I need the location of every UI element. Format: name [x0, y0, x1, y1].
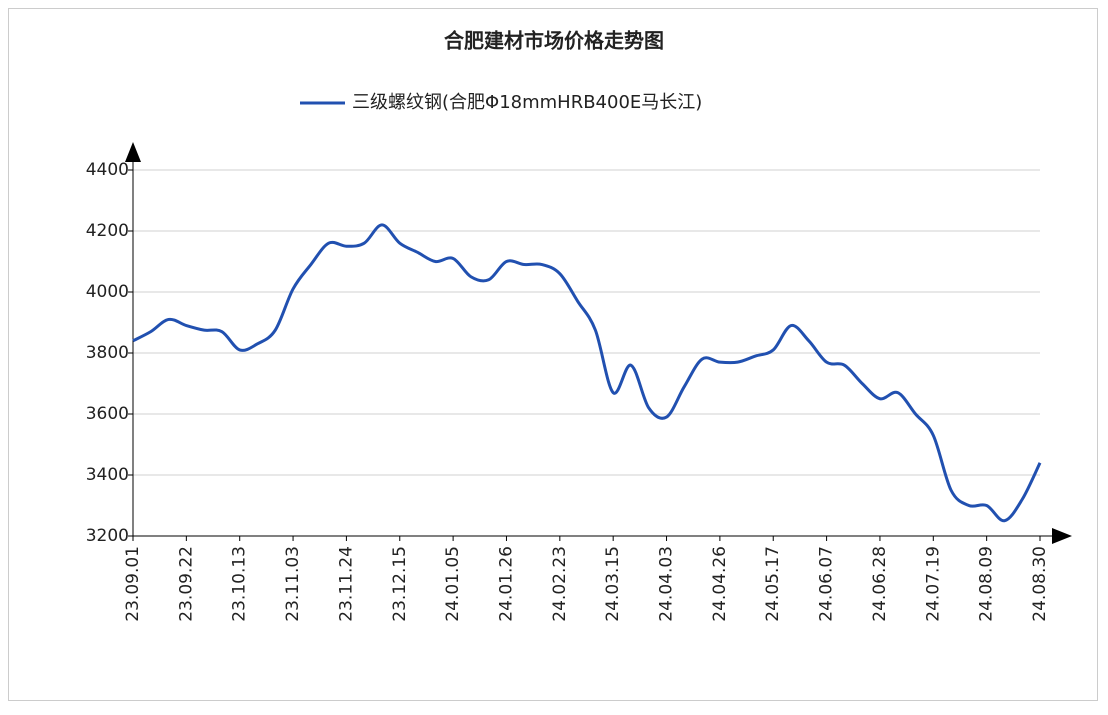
- y-tick-label: 3200: [86, 526, 129, 546]
- x-tick-label: 23.10.13: [230, 546, 250, 622]
- y-tick-label: 3400: [86, 465, 129, 485]
- x-tick-label: 24.03.15: [603, 546, 623, 622]
- chart-frame: [8, 8, 1098, 701]
- x-tick-label: 24.07.19: [923, 546, 943, 622]
- y-axis-arrow: [125, 142, 141, 162]
- series-line: [132, 223, 1042, 523]
- x-tick-label: 24.08.09: [977, 546, 997, 622]
- y-tick-label: 3800: [86, 343, 129, 363]
- x-tick-label: 24.01.26: [496, 546, 516, 622]
- x-tick-label: 24.01.05: [443, 546, 463, 622]
- x-tick-label: 23.11.03: [283, 546, 303, 622]
- legend-label: 三级螺纹钢(合肥Φ18mmHRB400E马长江): [352, 92, 702, 113]
- x-axis-arrow: [1052, 528, 1072, 544]
- x-tick-label: 24.05.17: [763, 546, 783, 622]
- x-tick-label: 23.11.24: [336, 546, 356, 622]
- y-tick-label: 4400: [86, 160, 129, 180]
- x-tick-label: 24.04.03: [657, 546, 677, 622]
- x-tick-label: 23.09.22: [176, 546, 196, 622]
- x-tick-label: 24.08.30: [1030, 546, 1050, 622]
- y-tick-label: 3600: [86, 404, 129, 424]
- x-tick-label: 24.02.23: [550, 546, 570, 622]
- x-tick-label: 24.04.26: [710, 546, 730, 622]
- y-tick-label: 4000: [86, 282, 129, 302]
- x-tick-label: 23.09.01: [123, 546, 143, 622]
- x-tick-label: 23.12.15: [390, 546, 410, 622]
- x-tick-label: 24.06.28: [870, 546, 890, 622]
- x-tick-label: 24.06.07: [817, 546, 837, 622]
- y-tick-label: 4200: [86, 221, 129, 241]
- chart-title: 合肥建材市场价格走势图: [444, 29, 664, 53]
